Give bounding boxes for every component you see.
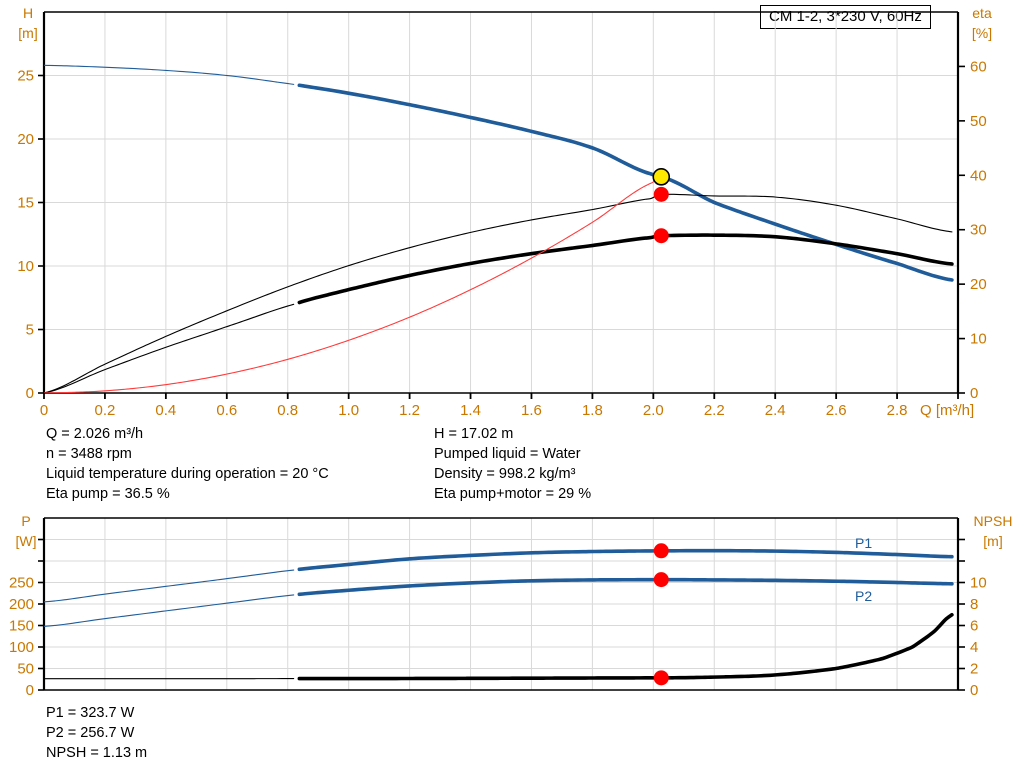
tick-label-right: 40 xyxy=(970,167,987,184)
tick-label-right: 50 xyxy=(970,113,987,130)
tick-label-left: 10 xyxy=(17,258,34,275)
eta-pump-motor-marker[interactable] xyxy=(653,228,669,244)
tick-label-bottom: 2.0 xyxy=(643,402,664,418)
tick-label-right: 2 xyxy=(970,661,978,678)
eta-pump-marker[interactable] xyxy=(653,186,669,202)
curve-head-h-curve xyxy=(297,83,954,282)
tick-label-left: 250 xyxy=(9,575,34,592)
power-info-line-2: P2 = 256.7 W xyxy=(46,725,135,741)
curve-efficiency-pump-thin--thin xyxy=(44,193,953,393)
tick-label-bottom: 1.6 xyxy=(521,402,542,418)
tick-label-right: 60 xyxy=(970,58,987,75)
curve-p2 xyxy=(297,577,954,597)
duty-info-left-line-1: Q = 2.026 m³/h xyxy=(46,426,144,442)
duty-info-right: H = 17.02 m Pumped liquid = Water Density … xyxy=(434,424,591,504)
curve-system-pipe-curve-thin xyxy=(44,176,662,393)
tick-label-left: 5 xyxy=(26,322,34,339)
tick-label-bottom: 0.8 xyxy=(277,402,298,418)
curve-p2-thin xyxy=(44,594,295,627)
duty-info-left-line-2: n = 3488 rpm xyxy=(46,446,132,462)
duty-info-left-line-4: Eta pump = 36.5 % xyxy=(46,486,170,502)
curve-label-p2: P2 xyxy=(855,588,872,604)
tick-label-left: 50 xyxy=(17,661,34,678)
axis-ticks: 0 50 100 150 200 250 0 2 4 6 8 10 xyxy=(9,538,987,699)
tick-label-bottom: 2.4 xyxy=(765,402,786,418)
axis-ticks: 0 5 10 15 20 25 0 10 20 30 40 50 60 0 0.2 0.4 0.6 0.8 1.0 1… xyxy=(17,58,986,418)
axis-title-eta: eta xyxy=(972,5,992,21)
duty-point-marker[interactable] xyxy=(652,168,671,186)
duty-info-right-line-1: H = 17.02 m xyxy=(434,426,514,442)
curve-efficiency-pump-motor-thick--thin xyxy=(44,303,295,393)
tick-label-left: 100 xyxy=(9,639,34,656)
power-info-line-1: P1 = 323.7 W xyxy=(46,705,135,721)
tick-label-right: 0 xyxy=(970,682,978,699)
duty-markers xyxy=(653,543,669,686)
tick-label-bottom: 0.2 xyxy=(95,402,116,418)
tick-label-bottom: 0 xyxy=(40,402,48,418)
axis-title-p-unit: [W] xyxy=(16,533,37,549)
tick-label-bottom: 1.8 xyxy=(582,402,603,418)
tick-label-bottom: 0.6 xyxy=(216,402,237,418)
tick-label-left: 25 xyxy=(17,68,34,85)
tick-label-left: 15 xyxy=(17,195,34,212)
tick-label-bottom: 2.8 xyxy=(887,402,908,418)
tick-label-right: 0 xyxy=(970,385,978,402)
power-npsh-chart: 0 50 100 150 200 250 0 2 4 6 8 10 P [W] NPSH [m] P1 P2 xyxy=(9,513,1013,699)
curve-head-h-curve-thin xyxy=(44,64,295,85)
grid-lines xyxy=(44,11,958,393)
power-info: P1 = 323.7 W P2 = 256.7 W NPSH = 1.13 m xyxy=(46,703,147,763)
axis-title-npsh-unit: [m] xyxy=(983,533,1002,549)
curve-label-p1: P1 xyxy=(855,535,872,551)
head-efficiency-chart: 0 5 10 15 20 25 0 10 20 30 40 50 60 0 0.2 0.4 0.6 0.8 1.0 1… xyxy=(17,5,992,418)
curve-p1-thin xyxy=(44,569,295,603)
tick-label-right: 20 xyxy=(970,276,987,293)
duty-info-left-line-3: Liquid temperature during operation = 20… xyxy=(46,466,329,482)
axis-title-p: P xyxy=(21,513,30,529)
axis-title-eta-unit: [%] xyxy=(972,25,992,41)
tick-label-left: 0 xyxy=(26,682,34,699)
tick-label-right: 10 xyxy=(970,331,987,348)
tick-label-right: 10 xyxy=(970,575,987,592)
tick-label-bottom: 1.0 xyxy=(338,402,359,418)
tick-label-left: 200 xyxy=(9,596,34,613)
plot-frame xyxy=(42,517,960,691)
tick-label-right: 6 xyxy=(970,618,978,635)
axis-title-q: Q [m³/h] xyxy=(920,402,974,418)
axis-title-h: H xyxy=(23,5,33,21)
tick-label-left: 20 xyxy=(17,131,34,148)
duty-info-right-line-2: Pumped liquid = Water xyxy=(434,446,581,462)
tick-label-bottom: 0.4 xyxy=(155,402,176,418)
axis-title-npsh: NPSH xyxy=(974,513,1013,529)
duty-info-left: Q = 2.026 m³/h n = 3488 rpm Liquid tempera… xyxy=(46,424,329,504)
tick-label-right: 8 xyxy=(970,596,978,613)
tick-label-bottom: 1.4 xyxy=(460,402,481,418)
tick-label-right: 4 xyxy=(970,639,978,656)
curve-npsh xyxy=(297,612,954,681)
duty-info-right-line-3: Density = 998.2 kg/m³ xyxy=(434,466,576,482)
curve-efficiency-pump-motor-thick- xyxy=(297,233,954,305)
duty-info-right-line-4: Eta pump+motor = 29 % xyxy=(434,486,592,502)
axis-title-h-unit: [m] xyxy=(18,25,37,41)
tick-label-bottom: 2.2 xyxy=(704,402,725,418)
npsh-duty-marker[interactable] xyxy=(653,670,669,686)
tick-label-right: 30 xyxy=(970,222,987,239)
tick-label-bottom: 2.6 xyxy=(826,402,847,418)
power-info-line-3: NPSH = 1.13 m xyxy=(46,745,148,761)
curves xyxy=(44,64,954,393)
tick-label-bottom: 1.2 xyxy=(399,402,420,418)
curve-p1 xyxy=(297,548,954,572)
tick-label-left: 150 xyxy=(9,618,34,635)
duty-markers xyxy=(652,168,671,244)
p2-duty-marker[interactable] xyxy=(653,572,669,588)
grid-lines xyxy=(44,518,958,691)
p1-duty-marker[interactable] xyxy=(653,543,669,559)
curves xyxy=(44,548,954,681)
tick-label-left: 0 xyxy=(26,385,34,402)
